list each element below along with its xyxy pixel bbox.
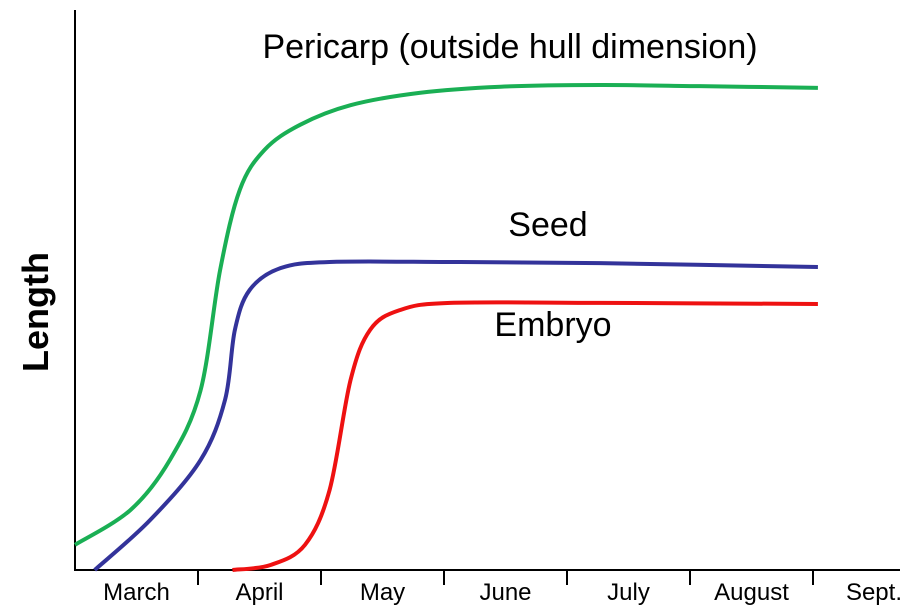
x-tick-label: July bbox=[607, 579, 650, 606]
series-label: Seed bbox=[508, 206, 587, 244]
x-tick-label: Sept. bbox=[846, 579, 902, 606]
x-tick-label: May bbox=[360, 579, 405, 606]
series-line bbox=[93, 259, 818, 572]
series-label: Pericarp (outside hull dimension) bbox=[262, 28, 757, 66]
y-axis-label: Length bbox=[15, 252, 56, 372]
x-tick-label: March bbox=[103, 579, 170, 606]
series-line bbox=[232, 300, 818, 572]
x-tick-label: April bbox=[235, 579, 283, 606]
series-label: Embryo bbox=[494, 306, 611, 344]
x-tick-label: August bbox=[714, 579, 789, 606]
series-line bbox=[73, 83, 818, 547]
x-tick-label: June bbox=[479, 579, 531, 606]
